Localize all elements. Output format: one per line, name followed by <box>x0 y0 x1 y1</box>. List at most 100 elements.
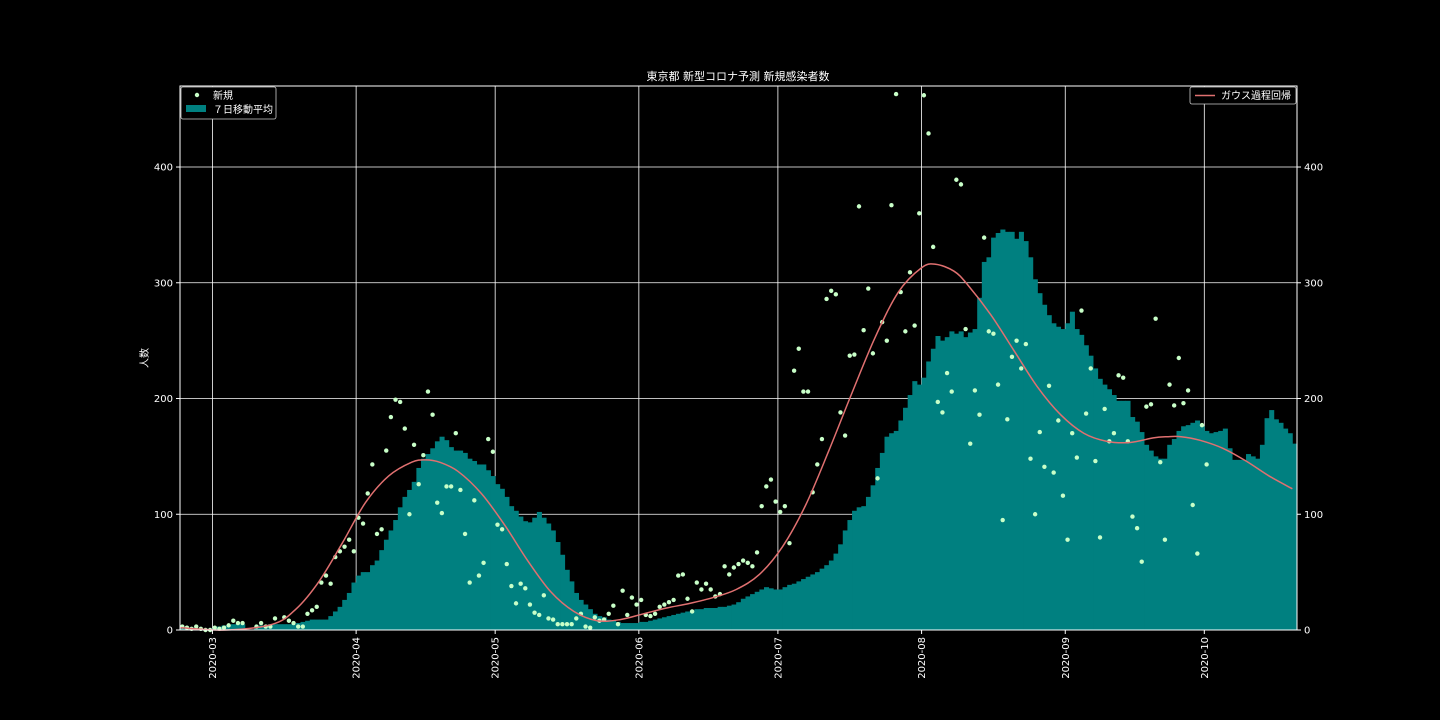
moving-average-bar <box>411 481 417 630</box>
moving-average-bar <box>940 340 946 630</box>
daily-new-point <box>750 564 755 569</box>
daily-new-point <box>625 612 630 618</box>
daily-new-point <box>824 296 829 302</box>
daily-new-point <box>680 572 686 577</box>
daily-new-point <box>703 581 709 586</box>
x-ticks: 2020-03 2020-04 2020-05 2020-06 2020-07 2020-… <box>208 630 1211 679</box>
daily-new-point <box>291 620 296 626</box>
moving-average-bar <box>763 587 770 630</box>
daily-new-point <box>629 595 635 600</box>
x-tick-label: 2020-08 <box>917 637 928 679</box>
moving-average-bar <box>235 624 241 630</box>
y-tick-label-left: 400 <box>154 163 173 174</box>
daily-new-point <box>958 182 964 187</box>
moving-average-bar <box>476 464 482 630</box>
moving-average-bar <box>319 619 325 630</box>
daily-new-point <box>411 442 417 448</box>
x-tick-label: 2020-06 <box>634 637 645 679</box>
moving-average-bar <box>1060 329 1066 630</box>
y-tick-label-right: 100 <box>1304 510 1323 521</box>
daily-new-point <box>546 616 551 621</box>
moving-average-bar <box>1181 426 1187 630</box>
moving-average-bar <box>569 581 575 630</box>
moving-average-bar <box>652 619 658 630</box>
daily-new-point <box>226 623 231 628</box>
moving-average-bar <box>490 476 496 630</box>
daily-new-point <box>731 565 737 570</box>
plot-frame <box>179 85 1298 631</box>
daily-new-point <box>523 586 528 591</box>
legend-bars-marker <box>186 105 206 112</box>
moving-average-bar <box>421 458 427 630</box>
moving-average-bar <box>935 336 941 630</box>
daily-new-point <box>764 484 769 489</box>
moving-average-bar <box>870 485 876 630</box>
moving-average-bar <box>541 517 547 630</box>
daily-new-point <box>912 323 917 328</box>
moving-average-bar <box>1162 458 1168 630</box>
daily-new-point <box>1097 535 1103 540</box>
daily-new-point <box>1181 400 1186 406</box>
y-tick-label-left: 300 <box>154 278 173 289</box>
moving-average-bar <box>967 332 973 630</box>
daily-new-point <box>476 573 482 578</box>
moving-average-bar <box>522 521 529 630</box>
daily-new-point <box>694 580 699 585</box>
daily-new-point <box>379 527 384 532</box>
moving-average-bar <box>977 297 983 630</box>
moving-average-bar <box>1055 326 1062 630</box>
moving-average-bar <box>1259 444 1265 630</box>
daily-new-point <box>1056 418 1061 423</box>
daily-new-point <box>611 603 616 608</box>
legend-points-marker <box>194 92 200 98</box>
daily-new-point <box>861 328 866 333</box>
daily-new-point <box>1009 354 1015 360</box>
moving-average-bar <box>856 507 862 630</box>
daily-new-point <box>907 270 913 275</box>
moving-average-bar <box>1176 430 1182 630</box>
moving-average-bar <box>662 617 668 630</box>
moving-average-bar <box>875 467 881 630</box>
daily-new-point <box>518 581 523 586</box>
daily-new-point <box>981 235 987 240</box>
daily-new-point <box>407 512 412 517</box>
moving-average-bar <box>995 232 1001 631</box>
daily-new-point <box>300 624 306 629</box>
y-tick-label-right: 400 <box>1304 163 1323 174</box>
moving-average-bar <box>703 608 709 630</box>
moving-average-bar <box>1028 257 1034 630</box>
daily-new-point <box>481 560 486 566</box>
moving-average-bar <box>838 544 844 630</box>
daily-new-point <box>768 477 774 482</box>
moving-average-bar <box>592 613 598 630</box>
daily-new-point <box>968 441 973 446</box>
daily-new-point <box>1032 512 1038 517</box>
x-tick-label: 2020-03 <box>208 637 219 679</box>
daily-new-point <box>295 624 301 629</box>
moving-average-bar <box>337 606 343 630</box>
moving-average-bar <box>286 624 292 630</box>
daily-new-point <box>1000 517 1005 523</box>
daily-new-point <box>917 211 922 216</box>
daily-new-point <box>1204 462 1209 467</box>
moving-average-bar <box>342 599 348 630</box>
moving-average-bar <box>986 257 992 630</box>
moving-average-bar <box>309 619 315 630</box>
moving-average-bar <box>930 348 936 630</box>
daily-new-point <box>1093 458 1098 464</box>
moving-average-bar <box>360 572 366 630</box>
chart-title: 東京都 新型コロナ予測 新規感染者数 <box>647 69 830 83</box>
daily-new-point <box>499 527 505 532</box>
moving-average-bar <box>1246 454 1252 630</box>
daily-new-point <box>444 484 449 489</box>
moving-average-bar <box>879 452 885 630</box>
moving-average-bar <box>407 489 413 630</box>
daily-new-point <box>402 426 407 431</box>
daily-new-point <box>773 499 778 504</box>
daily-new-point <box>1176 355 1182 361</box>
daily-new-point <box>954 177 959 182</box>
daily-new-point <box>652 611 658 616</box>
daily-new-point <box>574 616 579 621</box>
moving-average-bar <box>801 579 807 630</box>
daily-new-point <box>583 624 588 629</box>
